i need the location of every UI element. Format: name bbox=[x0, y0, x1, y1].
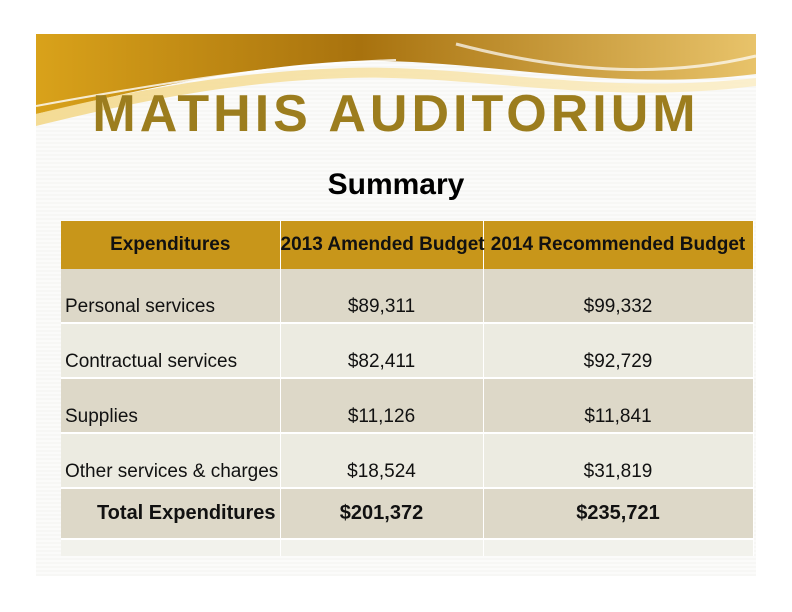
table-row: Personal services $89,311 $99,332 bbox=[61, 269, 754, 324]
table-row: Supplies $11,126 $11,841 bbox=[61, 378, 754, 434]
column-header-expenditures: Expenditures bbox=[61, 221, 281, 269]
row-label: Supplies bbox=[61, 378, 281, 434]
cell-2013: $89,311 bbox=[280, 269, 484, 324]
total-label: Total Expenditures bbox=[61, 488, 281, 540]
column-header-2013-budget: 2013 Amended Budget bbox=[280, 221, 485, 269]
budget-table: Expenditures 2013 Amended Budget 2014 Re… bbox=[61, 221, 754, 556]
row-label: Other services & charges bbox=[61, 433, 281, 489]
total-row: Total Expenditures $201,372 $235,721 bbox=[61, 488, 754, 540]
gold-swoosh-decoration bbox=[36, 34, 756, 126]
total-2013: $201,372 bbox=[280, 488, 484, 540]
total-2014: $235,721 bbox=[483, 488, 754, 540]
table-row: Contractual services $82,411 $92,729 bbox=[61, 323, 754, 379]
cell-2014: $92,729 bbox=[483, 323, 754, 379]
column-header-2014-budget: 2014 Recommended Budget bbox=[483, 221, 754, 269]
cell-2013: $18,524 bbox=[280, 433, 484, 489]
table-header-row: Expenditures 2013 Amended Budget 2014 Re… bbox=[61, 221, 754, 269]
table-spacer-row bbox=[61, 539, 754, 556]
row-label: Personal services bbox=[61, 269, 281, 324]
cell-2014: $11,841 bbox=[483, 378, 754, 434]
page-subtitle: Summary bbox=[327, 168, 465, 201]
cell-2013: $82,411 bbox=[280, 323, 484, 379]
table-row: Other services & charges $18,524 $31,819 bbox=[61, 433, 754, 489]
cell-2013: $11,126 bbox=[280, 378, 484, 434]
cell-2014: $99,332 bbox=[483, 269, 754, 324]
row-label: Contractual services bbox=[61, 323, 281, 379]
cell-2014: $31,819 bbox=[483, 433, 754, 489]
page-title: MATHIS AUDITORIUM bbox=[92, 85, 700, 143]
